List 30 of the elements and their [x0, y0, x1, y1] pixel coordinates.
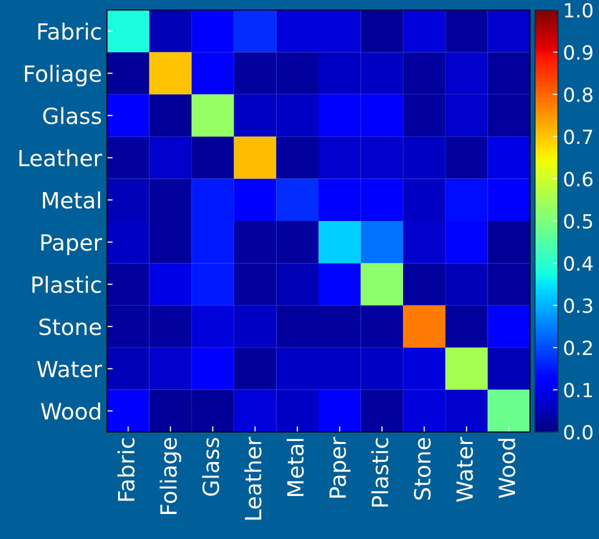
- x-tick-label: Plastic: [371, 438, 388, 507]
- y-tick-label: Leather: [19, 149, 102, 166]
- x-tick-label: Glass: [202, 438, 220, 496]
- y-tick-label: Wood: [40, 402, 100, 420]
- y-tick-label: Fabric: [38, 22, 101, 40]
- color-bar-label: 0.1: [564, 382, 592, 398]
- color-bar-label: 0.9: [564, 45, 592, 60]
- y-tick-label: Water: [37, 360, 102, 378]
- x-tick-label: Water: [456, 436, 473, 502]
- color-bar-label: 0.7: [564, 130, 592, 144]
- x-tick-label: Metal: [286, 438, 304, 496]
- y-tick-label: Paper: [41, 234, 102, 256]
- y-tick-label: Stone: [39, 318, 101, 336]
- x-tick-label: Paper: [330, 436, 350, 498]
- color-bar-label: 0.4: [564, 256, 593, 271]
- y-tick-label: Glass: [43, 107, 102, 124]
- color-bar-label: 0.3: [564, 298, 592, 314]
- x-tick-label: Wood: [498, 438, 516, 498]
- color-bar-label: 0.8: [564, 87, 592, 102]
- y-tick-label: Plastic: [32, 276, 101, 294]
- y-tick-label: Foliage: [25, 64, 101, 86]
- color-bar-label: 0.2: [564, 340, 592, 356]
- x-tick-label: Stone: [414, 438, 431, 500]
- x-tick-label: Leather: [244, 436, 262, 520]
- color-bar-label: 0.0: [564, 424, 592, 440]
- color-bar-label: 0.5: [564, 214, 592, 229]
- color-bar-label: 0.6: [564, 172, 593, 186]
- y-tick-label: Metal: [42, 191, 100, 209]
- color-bar-label: 1.0: [564, 2, 592, 18]
- x-tick-label: Foliage: [160, 438, 182, 514]
